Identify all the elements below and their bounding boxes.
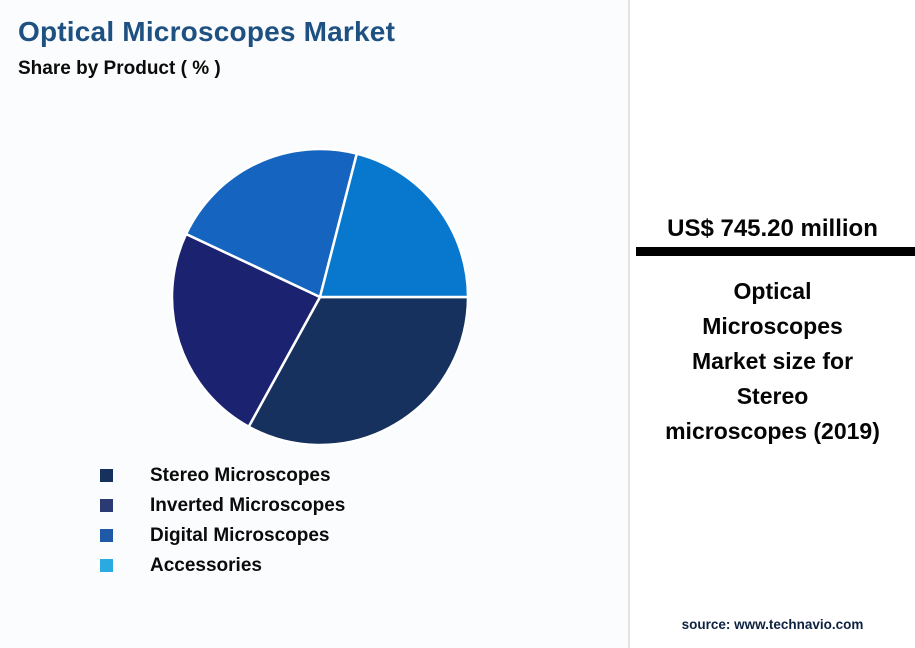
- accent-bar: [636, 247, 915, 256]
- legend-label: Stereo Microscopes: [150, 465, 331, 486]
- market-size-value: US$ 745.20 million: [667, 215, 878, 242]
- legend-swatch: [100, 559, 113, 572]
- pie-slice-stereo-microscopes: [247, 295, 470, 447]
- pie-chart-svg: [170, 147, 470, 447]
- legend-item: Digital Microscopes: [100, 524, 345, 547]
- legend-swatch: [100, 469, 113, 482]
- pie-slice-accessories: [318, 152, 470, 299]
- side-panel: US$ 745.20 million Optical Microscopes M…: [628, 0, 915, 648]
- pie-slice-digital-microscopes: [184, 147, 359, 299]
- legend-item: Inverted Microscopes: [100, 494, 345, 517]
- legend-label: Inverted Microscopes: [150, 495, 346, 516]
- pie-chart: [170, 147, 470, 447]
- source-attribution: source: www.technavio.com: [681, 617, 864, 632]
- page-title: Optical Microscopes Market: [18, 16, 396, 47]
- pie-slice-inverted-microscopes: [170, 232, 322, 428]
- chart-legend: Stereo Microscopes Inverted Microscopes Di…: [100, 464, 345, 577]
- page-subtitle: Share by Product ( % ): [18, 58, 221, 79]
- legend-item: Accessories: [100, 554, 345, 577]
- legend-label: Accessories: [150, 555, 262, 576]
- chart-area: Optical Microscopes Market Share by Prod…: [18, 16, 470, 577]
- legend-item: Stereo Microscopes: [100, 464, 345, 487]
- legend-swatch: [100, 499, 113, 512]
- legend-swatch: [100, 529, 113, 542]
- legend-label: Digital Microscopes: [150, 525, 330, 546]
- market-size-description: Optical Microscopes Market size for Ster…: [665, 278, 880, 444]
